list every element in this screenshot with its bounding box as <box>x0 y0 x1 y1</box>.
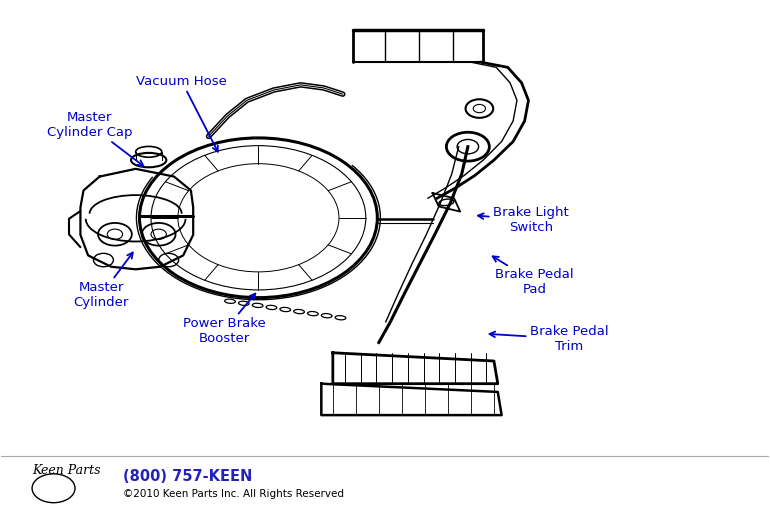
Text: Master
Cylinder Cap: Master Cylinder Cap <box>47 111 143 166</box>
Text: Power Brake
Booster: Power Brake Booster <box>182 294 265 345</box>
Text: Master
Cylinder: Master Cylinder <box>73 253 132 309</box>
Text: Brake Pedal
Pad: Brake Pedal Pad <box>493 256 574 296</box>
Text: (800) 757-KEEN: (800) 757-KEEN <box>122 469 252 484</box>
Text: Vacuum Hose: Vacuum Hose <box>136 75 227 152</box>
Text: ©2010 Keen Parts Inc. All Rights Reserved: ©2010 Keen Parts Inc. All Rights Reserve… <box>122 489 343 499</box>
Text: Keen Parts: Keen Parts <box>32 464 101 477</box>
Text: Brake Pedal
Trim: Brake Pedal Trim <box>490 325 608 353</box>
Text: Brake Light
Switch: Brake Light Switch <box>478 206 569 234</box>
